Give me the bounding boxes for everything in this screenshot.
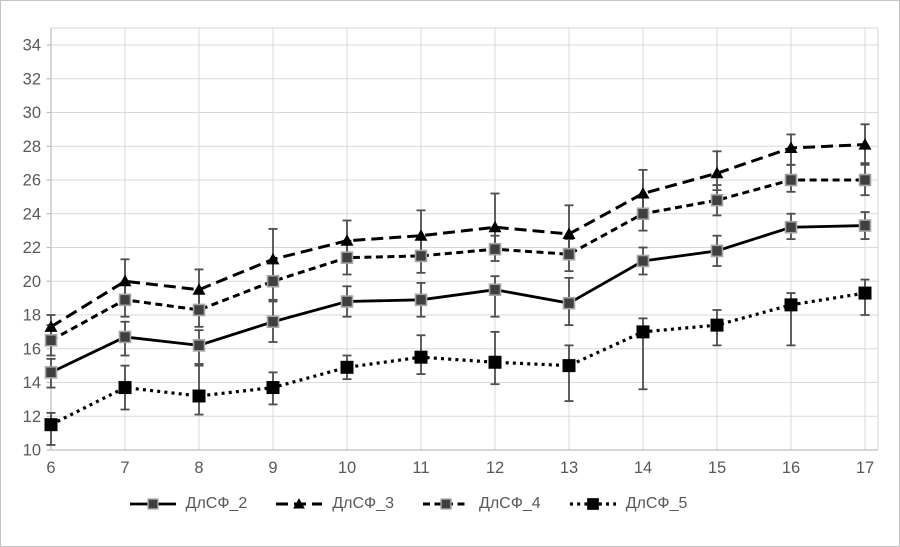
triangle-marker — [488, 220, 502, 233]
series-line-3 — [50, 143, 866, 329]
y-tick-label: 14 — [23, 374, 41, 392]
legend-label: ДлСФ_5 — [625, 495, 688, 512]
triangle-marker — [266, 252, 280, 265]
triangle-marker — [340, 234, 354, 246]
series-line-4 — [50, 178, 865, 342]
legend-item--3: ДлСФ_3 — [275, 495, 394, 513]
gray-square-marker — [192, 303, 206, 317]
x-tick-label: 17 — [856, 459, 874, 477]
y-tick-label: 10 — [23, 442, 41, 460]
gray-square-marker — [146, 498, 159, 510]
gray-square-marker — [414, 249, 428, 263]
x-tick-label: 16 — [782, 459, 800, 477]
legend-item--2: ДлСФ_2 — [129, 495, 248, 513]
series-line-2 — [50, 224, 866, 374]
triangle-marker — [636, 187, 650, 199]
gray-square-marker — [636, 254, 650, 268]
gray-square-marker — [488, 283, 502, 296]
gray-square-marker — [710, 193, 724, 207]
legend-item--4: ДлСФ_4 — [422, 495, 541, 513]
y-tick-label: 30 — [23, 104, 41, 122]
series-line-5 — [50, 291, 866, 427]
triangle-marker — [118, 274, 132, 287]
black-square-marker — [192, 389, 206, 403]
gray-square-marker — [858, 173, 872, 187]
y-tick-label: 12 — [23, 408, 41, 426]
gray-square-marker — [784, 220, 798, 234]
legend-label: ДлСФ_4 — [479, 495, 541, 512]
x-tick-label: 12 — [486, 459, 504, 477]
gray-square-marker — [340, 295, 354, 308]
y-tick-label: 20 — [23, 273, 41, 291]
black-square-marker — [118, 381, 132, 395]
black-square-marker — [562, 359, 576, 373]
triangle-marker — [44, 320, 58, 332]
y-tick-label: 26 — [23, 172, 41, 190]
legend-key-icon — [276, 498, 323, 509]
black-square-marker — [414, 350, 428, 364]
gray-square-marker — [488, 242, 502, 256]
gray-square-marker — [44, 366, 58, 379]
legend-key-icon — [569, 498, 616, 510]
black-square-marker — [710, 318, 724, 332]
legend-key-icon — [129, 498, 176, 510]
black-square-marker — [488, 355, 502, 369]
y-tick-label: 24 — [23, 205, 41, 223]
triangle-marker — [562, 227, 576, 240]
x-tick-label: 9 — [268, 459, 277, 477]
gray-square-marker — [266, 315, 280, 329]
y-tick-label: 28 — [23, 138, 41, 156]
x-tick-label: 14 — [634, 459, 652, 477]
legend: ДлСФ_2 ДлСФ_3 ДлСФ_4 ДлСФ_5 — [1, 495, 857, 513]
triangle-marker — [192, 283, 206, 295]
black-square-marker — [340, 360, 354, 374]
x-tick-label: 8 — [194, 459, 203, 477]
gray-square-marker — [440, 498, 452, 510]
gray-square-marker — [858, 219, 872, 232]
gray-square-marker — [118, 293, 132, 307]
y-tick-label: 32 — [23, 70, 41, 88]
triangle-marker — [710, 166, 724, 179]
gray-square-marker — [562, 296, 576, 310]
black-square-marker — [586, 498, 599, 510]
x-tick-label: 11 — [412, 459, 429, 477]
black-square-marker — [44, 418, 58, 432]
y-tick-label: 18 — [23, 307, 41, 325]
x-tick-label: 6 — [46, 459, 55, 477]
black-square-marker — [266, 381, 280, 395]
gray-square-marker — [636, 207, 650, 221]
legend-label: ДлСФ_3 — [332, 495, 394, 512]
x-tick-label: 10 — [338, 459, 356, 477]
triangle-marker — [784, 141, 798, 153]
gray-square-marker — [710, 244, 724, 258]
x-tick-label: 15 — [708, 459, 726, 477]
gray-square-marker — [192, 339, 206, 352]
gray-square-marker — [340, 251, 354, 264]
black-square-marker — [858, 286, 872, 300]
y-tick-label: 16 — [23, 340, 41, 358]
legend-item--5: ДлСФ_5 — [569, 495, 688, 513]
legend-label: ДлСФ_2 — [185, 495, 248, 512]
gray-square-marker — [118, 330, 132, 344]
black-square-marker — [636, 325, 650, 339]
triangle-marker — [414, 229, 428, 241]
legend-key-icon — [423, 498, 469, 510]
gray-square-marker — [266, 274, 280, 288]
gray-square-marker — [414, 293, 428, 307]
gray-square-marker — [562, 247, 576, 261]
x-tick-label: 7 — [120, 459, 129, 477]
y-tick-label: 22 — [23, 239, 41, 257]
triangle-marker — [293, 498, 306, 509]
y-tick-label: 34 — [23, 37, 41, 55]
triangle-marker — [858, 138, 872, 150]
gray-square-marker — [784, 173, 798, 187]
black-square-marker — [784, 298, 798, 312]
x-tick-label: 13 — [560, 459, 578, 477]
gray-square-marker — [44, 334, 58, 347]
